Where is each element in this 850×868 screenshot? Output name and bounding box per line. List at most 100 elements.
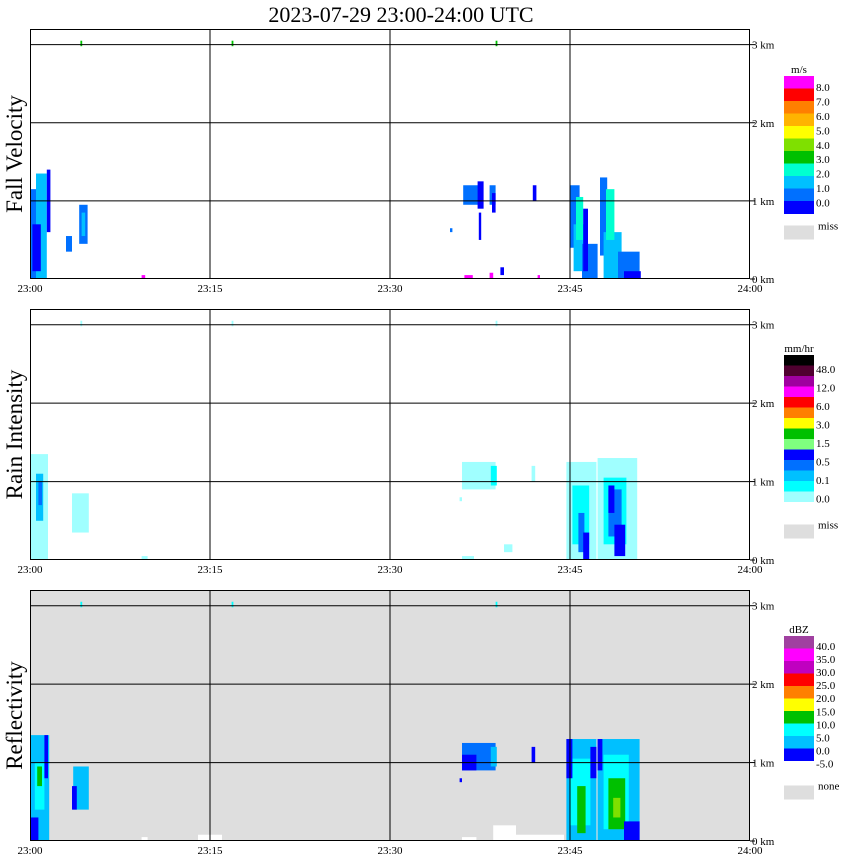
reflectivity-colorbar-missing-swatch: [784, 785, 814, 800]
rain-colorbar-label: 1.5: [816, 438, 830, 450]
velocity-colorbar-swatch: [784, 101, 814, 114]
velocity-data-cell: [500, 267, 504, 276]
reflectivity-colorbar-swatch: [784, 673, 814, 687]
reflectivity-data-cell: [459, 778, 462, 783]
reflectivity-colorbar-label: 35.0: [816, 654, 836, 666]
rain-colorbar-label: 0.0: [816, 494, 830, 506]
velocity-data-cell: [32, 224, 41, 272]
rain-frame: [30, 309, 750, 560]
velocity-data-cell: [570, 185, 580, 248]
velocity-data-cell: [583, 208, 588, 272]
rain-colorbar-swatch: [784, 502, 814, 513]
reflectivity-y-tick-label: 3 km: [752, 601, 775, 613]
reflectivity-data-cell: [613, 797, 621, 818]
reflectivity-axis-label: Reflectivity: [2, 661, 27, 770]
velocity-colorbar-label: 1.0: [816, 183, 830, 195]
velocity-data-cell: [537, 275, 540, 279]
velocity-data-cell: [81, 212, 86, 237]
rain-colorbar-swatch: [784, 376, 814, 387]
reflectivity-colorbar-label: 25.0: [816, 680, 836, 692]
velocity-frame: [30, 29, 750, 279]
rain-grid: [30, 309, 750, 560]
reflectivity-data-cell: [597, 739, 603, 771]
reflectivity-colorbar-label: 0.0: [816, 746, 830, 758]
rain-data-cell: [459, 497, 462, 502]
velocity-data-cell: [478, 212, 482, 240]
rain-colorbar-swatch: [784, 491, 814, 503]
reflectivity-data-cell: [231, 601, 234, 608]
velocity-data-cell: [492, 193, 496, 213]
rain-colorbar-swatch: [784, 386, 814, 398]
rain-data-cell: [583, 532, 590, 560]
reflectivity-colorbar-swatch: [784, 661, 814, 674]
velocity-colorbar-label: 4.0: [816, 140, 830, 152]
velocity-data-cells: [30, 40, 641, 279]
rain-x-tick-label: 23:15: [197, 564, 223, 576]
reflectivity-colorbar-swatch: [784, 723, 814, 737]
reflectivity-colorbar-label: 30.0: [816, 667, 836, 679]
rain-colorbar-swatch: [784, 355, 814, 366]
reflectivity-colorbar-swatch: [784, 686, 814, 699]
velocity-colorbar-swatch: [784, 126, 814, 139]
reflectivity-colorbar: dBZ 40.035.030.025.020.015.010.05.0 0.0-5.…: [784, 624, 840, 800]
velocity-colorbar-label: 0.0: [816, 198, 830, 210]
reflectivity-colorbar-label: 20.0: [816, 693, 836, 705]
rain-y-tick-label: 1 km: [752, 477, 775, 489]
reflectivity-x-tick-label: 23:30: [377, 845, 403, 857]
velocity-grid: [30, 29, 750, 279]
velocity-panel: 0 km 1 km 2 km 3 km 23:00 23:15 23:30 23:45 24:0…: [2, 29, 838, 295]
rain-panel: 0 km 1 km 2 km 3 km 23:00 23:15 23:30 23:45 24:0…: [2, 309, 838, 576]
rain-colorbar-swatch: [784, 481, 814, 492]
velocity-y-tick-label: 2 km: [752, 118, 775, 130]
reflectivity-colorbar-label: 5.0: [816, 732, 830, 744]
velocity-colorbar-swatch: [784, 163, 814, 177]
reflectivity-data-cell: [495, 601, 498, 608]
reflectivity-colorbar-label: 10.0: [816, 719, 836, 731]
velocity-y-tick-label: 1 km: [752, 196, 775, 208]
velocity-colorbar-label: 2.0: [816, 169, 830, 181]
velocity-data-cell: [600, 177, 608, 256]
rain-colorbar-swatch: [784, 449, 814, 461]
velocity-colorbar-missing-label: miss: [818, 221, 838, 233]
rain-data-cell: [38, 481, 42, 506]
rain-x-tick-label: 23:45: [557, 564, 583, 576]
reflectivity-data-cell: [30, 817, 39, 841]
velocity-colorbar-swatch: [784, 113, 814, 127]
reflectivity-y-tick-label: 0 km: [752, 836, 775, 848]
rain-colorbar-label: 0.5: [816, 457, 830, 469]
velocity-colorbar-label: 3.0: [816, 154, 830, 166]
rain-data-cell: [462, 461, 496, 490]
velocity-colorbar-swatch: [784, 151, 814, 164]
rain-colorbar-swatch: [784, 407, 814, 419]
rain-data-cell: [72, 493, 89, 533]
velocity-data-cell: [606, 189, 615, 240]
velocity-axis-label: Fall Velocity: [2, 95, 27, 213]
rain-data-cell: [531, 465, 536, 482]
velocity-x-tick-label: 23:15: [197, 283, 223, 295]
velocity-x-tick-label: 24:00: [737, 283, 763, 295]
velocity-colorbar-swatch: [784, 188, 814, 202]
reflectivity-colorbar-swatch: [784, 761, 814, 774]
velocity-colorbar-missing-swatch: [784, 225, 814, 240]
reflectivity-data-cell: [73, 766, 89, 810]
rain-colorbar-unit: mm/hr: [784, 343, 814, 355]
velocity-colorbar-swatch: [784, 176, 814, 189]
reflectivity-data-cell: [462, 837, 477, 841]
rain-colorbar-swatch: [784, 418, 814, 429]
rain-colorbar-label: 12.0: [816, 382, 836, 394]
rain-colorbar-label: 3.0: [816, 419, 830, 431]
reflectivity-data-cell: [510, 834, 564, 841]
rain-x-tick-label: 23:00: [17, 564, 43, 576]
velocity-data-cell: [603, 232, 622, 279]
reflectivity-data-cell: [566, 739, 573, 779]
rain-y-tick-label: 2 km: [752, 398, 775, 410]
reflectivity-colorbar-swatch: [784, 648, 814, 662]
rain-colorbar-missing-swatch: [784, 524, 814, 539]
velocity-data-cell: [80, 40, 83, 47]
reflectivity-colorbar-swatch: [784, 736, 814, 749]
reflectivity-data-cell: [141, 837, 148, 841]
rain-data-cell: [141, 556, 148, 560]
velocity-data-cell: [489, 272, 494, 279]
rain-data-cell: [231, 320, 234, 327]
